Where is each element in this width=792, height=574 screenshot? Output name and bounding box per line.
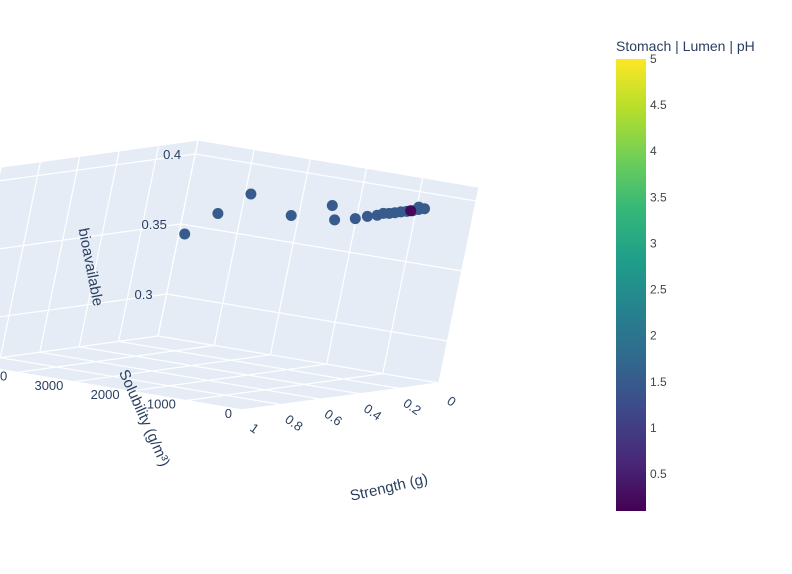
colorbar-tick-label: 1.5 <box>650 375 667 389</box>
z-gridline <box>166 293 448 342</box>
y-gridline <box>213 149 255 346</box>
colorbar-tick-label: 3 <box>650 237 657 251</box>
data-point <box>419 203 430 215</box>
data-point <box>329 214 341 226</box>
data-point <box>326 200 338 211</box>
x-tick-label: 0.4 <box>361 401 384 424</box>
x-tick-label: 0 <box>444 393 459 409</box>
colorbar-tick-label: 4 <box>650 144 657 158</box>
x-gridline <box>0 161 41 358</box>
colorbar-tick-label: 4.5 <box>650 98 667 112</box>
colorbar-tick-label: 0.5 <box>650 467 667 481</box>
data-point <box>349 213 361 225</box>
y-tick-label: 1000 <box>147 397 176 412</box>
data-point <box>361 210 373 222</box>
y-gridline <box>73 354 271 383</box>
scene-gridlines <box>0 139 480 411</box>
z-gridline <box>180 223 462 272</box>
y-tick-label: 4000 <box>0 368 7 383</box>
colorbar-tick-label: 2 <box>650 329 657 343</box>
y-gridline <box>185 373 383 402</box>
colorbar-tick-label: 5 <box>650 52 657 66</box>
x-axis-title: Strength (g) <box>348 470 429 504</box>
data-point <box>405 205 417 217</box>
z-tick-label: 0.4 <box>163 147 181 162</box>
colorbar-tick-label: 1 <box>650 421 657 435</box>
z-tick-label: 0.35 <box>142 217 167 232</box>
pane-edge <box>438 186 480 384</box>
y-gridline <box>269 158 311 355</box>
scene-data-points <box>179 188 430 240</box>
colorbar: Stomach | Lumen | pH 0.5 1 1.5 2 2.5 3 3.5 4 4.5 5 <box>616 38 755 511</box>
y-gridline <box>17 344 215 373</box>
colorbar-gradient <box>616 59 646 511</box>
x-gridline <box>118 145 160 342</box>
x-gridline <box>157 335 440 384</box>
pane-strength-wall <box>158 140 479 383</box>
data-point <box>285 210 297 221</box>
x-tick-label: 0.2 <box>400 395 423 418</box>
data-point <box>245 188 257 200</box>
x-gridline <box>39 351 321 400</box>
y-gridline <box>326 168 368 365</box>
x-tick-label: 0.6 <box>322 406 345 429</box>
z-gridline <box>0 223 181 250</box>
y-tick-label: 3000 <box>34 378 63 393</box>
x-tick-label: 0.8 <box>282 412 305 435</box>
pane-edge <box>197 139 480 188</box>
colorbar-tick-label: 3.5 <box>650 190 667 204</box>
x-tick-label: 1 <box>247 420 262 436</box>
x-gridline <box>118 340 400 389</box>
colorbar-tick-label: 2.5 <box>650 283 667 297</box>
y-gridline <box>129 363 327 392</box>
y-tick-label: 0 <box>225 406 232 421</box>
z-gridline <box>0 153 196 182</box>
x-gridline <box>78 150 120 347</box>
x-gridline <box>39 156 81 353</box>
y-gridline <box>157 139 199 337</box>
z-gridline <box>195 153 477 202</box>
data-point <box>179 228 191 240</box>
pane-edge <box>0 139 199 168</box>
z-gridline <box>0 293 167 318</box>
z-tick-label: 0.3 <box>134 287 152 302</box>
data-point <box>212 208 224 219</box>
pane-edge <box>0 368 243 411</box>
pane-edge <box>241 382 440 411</box>
x-gridline <box>0 357 282 406</box>
y-gridline <box>0 335 159 359</box>
x-gridline <box>79 346 361 395</box>
colorbar-title: Stomach | Lumen | pH <box>616 38 755 54</box>
y-tick-label: 2000 <box>91 387 120 402</box>
pane-floor <box>0 336 439 410</box>
